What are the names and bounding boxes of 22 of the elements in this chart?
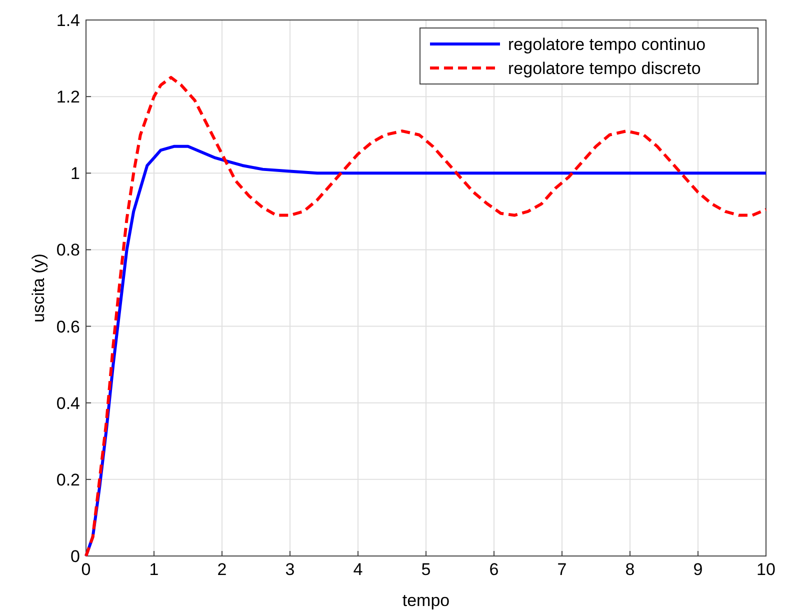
y-tick-label: 0.6 xyxy=(56,317,80,336)
y-tick-label: 0.8 xyxy=(56,240,80,260)
y-tick-label: 1 xyxy=(70,164,80,184)
x-tick-label: 3 xyxy=(285,560,295,579)
y-tick-label: 0.4 xyxy=(56,394,80,413)
x-tick-label: 9 xyxy=(693,560,703,579)
y-tick-label: 1.2 xyxy=(56,88,80,107)
x-tick-label: 4 xyxy=(353,560,363,579)
legend-label: regolatore tempo discreto xyxy=(508,59,701,78)
x-tick-label: 2 xyxy=(217,560,227,579)
y-tick-label: 0 xyxy=(70,547,80,566)
y-axis-title: uscita (y) xyxy=(29,254,48,322)
y-tick-label: 0.2 xyxy=(56,470,80,490)
x-tick-label: 7 xyxy=(557,560,567,579)
x-tick-label: 8 xyxy=(625,560,635,579)
x-tick-label: 6 xyxy=(489,560,499,579)
legend-label: regolatore tempo continuo xyxy=(508,35,706,54)
x-tick-label: 5 xyxy=(421,560,431,579)
x-tick-label: 1 xyxy=(149,560,159,579)
x-tick-label: 10 xyxy=(756,560,776,579)
x-axis-title: tempo xyxy=(402,591,450,610)
y-tick-label: 1.4 xyxy=(56,11,80,30)
